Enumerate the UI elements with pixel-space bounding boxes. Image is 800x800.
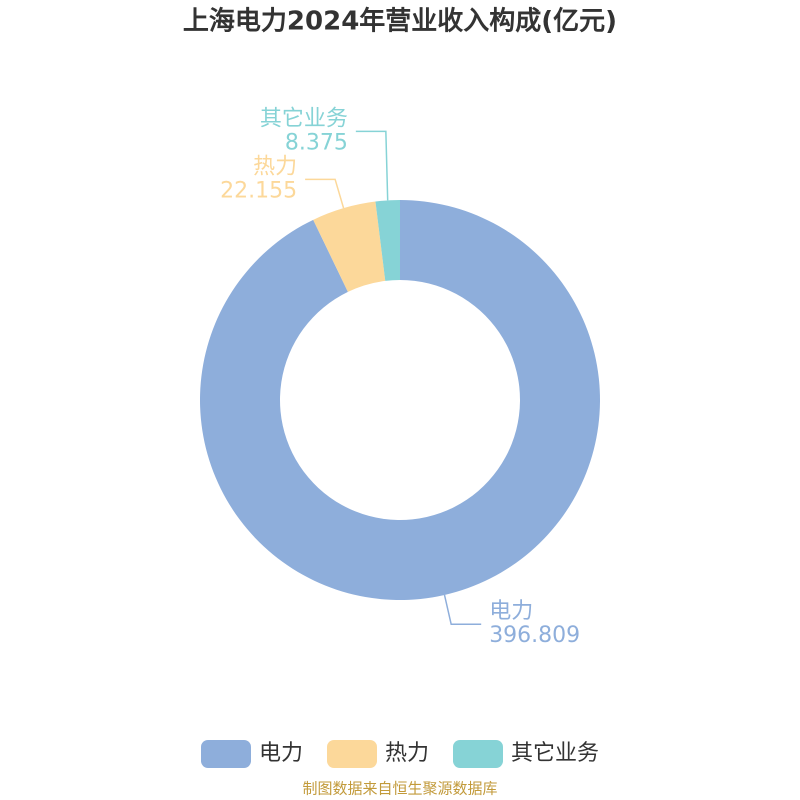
slice-label: 热力 — [253, 154, 297, 179]
value-label: 8.375 — [285, 130, 348, 155]
legend-swatch — [453, 740, 503, 768]
leader-line — [443, 594, 482, 625]
donut-slice — [375, 200, 400, 281]
slice-label: 其它业务 — [260, 106, 348, 131]
legend-swatch — [327, 740, 377, 768]
legend-swatch — [201, 740, 251, 768]
leader-line — [305, 178, 345, 209]
source-note: 制图数据来自恒生聚源数据库 — [302, 780, 497, 798]
legend-label: 热力 — [385, 741, 429, 766]
legend-label: 其它业务 — [511, 741, 599, 766]
donut-slice — [313, 201, 386, 292]
donut-slice — [200, 200, 601, 601]
value-label: 22.155 — [220, 178, 297, 203]
leader-line — [355, 130, 389, 201]
chart-title: 上海电力2024年营业收入构成(亿元) — [183, 6, 617, 37]
slice-label: 电力 — [489, 599, 533, 624]
value-label: 396.809 — [489, 623, 580, 648]
legend-label: 电力 — [259, 741, 303, 766]
